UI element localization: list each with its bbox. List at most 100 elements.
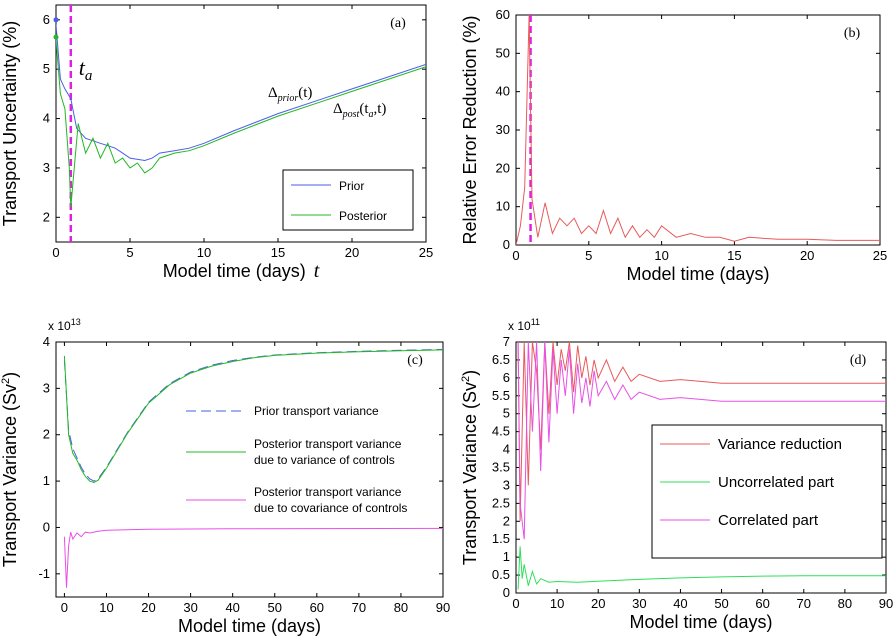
annotation-tail: ,t) (374, 101, 387, 117)
x-axis-label: Model time (days) (629, 612, 772, 632)
y-tick-label: 4 (43, 334, 50, 349)
annotation-sub: a (369, 109, 374, 120)
legend-label: Correlated part (718, 512, 819, 529)
annotation-sub: prior (277, 93, 299, 104)
y-tick-label: 30 (496, 122, 510, 137)
y-tick-label: 3 (43, 380, 50, 395)
y-tick-label: 4 (43, 111, 50, 126)
x-tick-label: 20 (345, 245, 359, 260)
legend-label-line2: due to covariance of controls (254, 501, 407, 515)
series-line-variance-reduction (517, 342, 886, 522)
x-tick-label: 0 (512, 596, 519, 611)
chart-panel-a: 0 5 10 15 20 25 2 3 4 5 6 (a) Model time (days) t Tran… (0, 4, 433, 282)
y-axis-label-tail: ) (460, 370, 480, 376)
y-axis-label: Transport Variance (Sv2) (460, 370, 480, 565)
legend-c: Prior transport variance Posterior transp… (186, 404, 407, 515)
y-tick-label: 20 (496, 160, 510, 175)
y-axis-label-sup: 2 (0, 378, 12, 384)
x-tick-label: 0 (61, 600, 68, 615)
x-tick-label: 80 (394, 600, 408, 615)
legend-label-line2: due to variance of controls (254, 453, 395, 467)
x-tick-label: 60 (310, 600, 324, 615)
legend-d: Variance reduction Uncorrelated part Corre… (651, 424, 883, 559)
x-tick-label: 20 (800, 248, 814, 263)
x-tick-label: 0 (512, 248, 519, 263)
axis-exponent: x 1011 (508, 317, 540, 333)
y-tick-label: 1 (43, 473, 50, 488)
annotation-post: Δpost(ta,t) (333, 101, 386, 120)
y-tick-label: 0 (503, 585, 510, 600)
y-tick-label: 0 (503, 237, 510, 252)
time-marker-sub: a (85, 68, 93, 84)
y-axis-label-tail: ) (0, 372, 20, 378)
x-tick-label: 15 (271, 245, 285, 260)
y-tick-label: 3 (503, 477, 510, 492)
x-tick-label: 10 (197, 245, 211, 260)
x-axis-label: Model time (days) (626, 264, 769, 284)
series-line-posterior-transport-variance (63, 349, 443, 484)
panel-label: (d) (850, 353, 867, 368)
legend-label: Uncorrelated part (718, 474, 835, 491)
y-tick-label: 6 (43, 12, 50, 27)
series-line-prior (56, 24, 426, 162)
y-tick-label: 5 (43, 61, 50, 76)
plot-area (56, 24, 426, 208)
y-tick-label: 3.5 (492, 460, 510, 475)
y-axis-label: Transport Uncertainty (%) (0, 21, 20, 226)
series-line-uncorrelated-part (517, 546, 886, 590)
annotation-prior: Δprior(t) (268, 85, 312, 104)
y-tick-label: 60 (496, 7, 510, 22)
y-axis-label: Transport Variance (Sv2) (0, 372, 20, 567)
series-line-correlated-part (517, 342, 886, 540)
y-axis-label-sup: 2 (460, 376, 472, 382)
x-axis-label: Model time (days) (178, 616, 321, 636)
x-tick-label: 50 (714, 596, 728, 611)
x-axis-variable: t (314, 260, 320, 282)
legend-label: Variance reduction (718, 436, 842, 453)
series-line-posterior (56, 39, 426, 208)
series-line-posterior-transport-variance (63, 527, 443, 588)
legend-label: Prior transport variance (254, 404, 379, 418)
x-tick-label: 5 (585, 248, 592, 263)
y-tick-label: 40 (496, 84, 510, 99)
plot-frame (55, 4, 427, 243)
x-tick-label: 60 (755, 596, 769, 611)
y-tick-label: 2 (43, 427, 50, 442)
x-tick-label: 20 (141, 600, 155, 615)
plot-frame (515, 14, 881, 246)
y-tick-label: 1.5 (492, 531, 510, 546)
axis-exponent: x 1013 (48, 317, 81, 333)
x-tick-label: 50 (268, 600, 282, 615)
x-tick-label: 10 (654, 248, 668, 263)
x-tick-label: 10 (99, 600, 113, 615)
y-tick-label: 5.5 (492, 388, 510, 403)
y-tick-label: 5 (503, 406, 510, 421)
series-start-dot (53, 17, 59, 23)
x-tick-label: 25 (873, 248, 887, 263)
y-tick-label: 2 (503, 513, 510, 528)
x-tick-label: 10 (550, 596, 564, 611)
y-tick-label: 10 (496, 199, 510, 214)
y-tick-label: 6 (503, 370, 510, 385)
chart-panel-b: 0 5 10 15 20 25 0 10 20 30 40 50 60 (b) Model time (da… (460, 7, 887, 284)
y-tick-label: 7 (503, 334, 510, 349)
x-tick-label: 15 (727, 248, 741, 263)
x-tick-label: 0 (52, 245, 59, 260)
legend-label: Prior (339, 179, 364, 193)
x-tick-label: 30 (632, 596, 646, 611)
x-tick-label: 90 (436, 600, 450, 615)
series-start-dot (53, 34, 59, 40)
x-tick-label: 80 (838, 596, 852, 611)
y-tick-label: 0.5 (492, 567, 510, 582)
legend-label: Posterior transport variance (254, 437, 402, 451)
y-tick-label: -1 (38, 566, 50, 581)
time-marker-label: ta (79, 55, 93, 84)
y-axis-label: Relative Error Reduction (%) (460, 15, 480, 244)
x-tick-label: 40 (225, 600, 239, 615)
x-tick-label: 5 (126, 245, 133, 260)
y-tick-label: 3 (43, 160, 50, 175)
legend-a: Prior Posterior (282, 169, 414, 231)
x-tick-label: 70 (352, 600, 366, 615)
legend-label: Posterior transport variance (254, 485, 402, 499)
